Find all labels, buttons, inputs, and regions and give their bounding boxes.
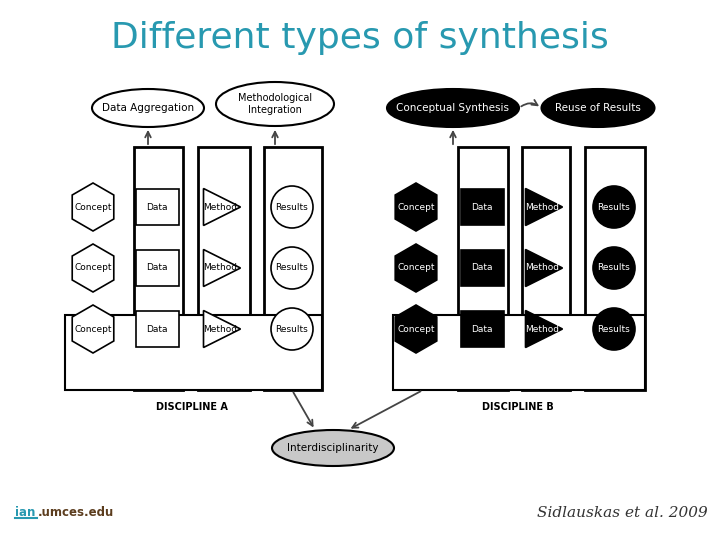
Text: Method: Method <box>525 325 559 334</box>
Polygon shape <box>72 244 114 292</box>
Text: Data: Data <box>472 325 492 334</box>
Bar <box>65 315 322 390</box>
Text: Results: Results <box>276 264 308 273</box>
Text: Results: Results <box>276 202 308 212</box>
Bar <box>522 147 570 390</box>
Bar <box>585 147 645 390</box>
Polygon shape <box>526 188 562 226</box>
Text: Data: Data <box>146 325 168 334</box>
Polygon shape <box>204 310 240 348</box>
Text: Results: Results <box>598 264 631 273</box>
Text: Sidlauskas et al. 2009: Sidlauskas et al. 2009 <box>537 506 708 520</box>
Text: Concept: Concept <box>74 325 112 334</box>
Circle shape <box>271 308 313 350</box>
Text: Method: Method <box>203 325 237 334</box>
Polygon shape <box>204 188 240 226</box>
Circle shape <box>593 247 635 289</box>
Polygon shape <box>526 310 562 348</box>
Bar <box>461 250 503 286</box>
Text: Method: Method <box>525 264 559 273</box>
Ellipse shape <box>92 89 204 127</box>
Polygon shape <box>395 244 437 292</box>
Text: Data: Data <box>472 202 492 212</box>
Text: Conceptual Synthesis: Conceptual Synthesis <box>397 103 510 113</box>
Text: Concept: Concept <box>397 325 435 334</box>
Ellipse shape <box>216 82 334 126</box>
Text: .umces.edu: .umces.edu <box>38 507 114 519</box>
Ellipse shape <box>541 89 654 127</box>
Polygon shape <box>72 305 114 353</box>
Circle shape <box>271 247 313 289</box>
Bar <box>135 311 179 347</box>
Bar <box>198 147 250 390</box>
Bar <box>461 311 503 347</box>
Text: Interdisciplinarity: Interdisciplinarity <box>287 443 379 453</box>
Bar <box>461 189 503 225</box>
Text: Concept: Concept <box>397 264 435 273</box>
Bar <box>134 147 183 390</box>
Text: DISCIPLINE A: DISCIPLINE A <box>156 402 228 412</box>
Text: Results: Results <box>598 202 631 212</box>
Text: Reuse of Results: Reuse of Results <box>555 103 641 113</box>
Bar <box>264 147 322 390</box>
Text: ian: ian <box>15 507 35 519</box>
Text: Concept: Concept <box>74 264 112 273</box>
Polygon shape <box>395 183 437 231</box>
Text: Different types of synthesis: Different types of synthesis <box>111 21 609 55</box>
Text: Concept: Concept <box>397 202 435 212</box>
Text: Method: Method <box>525 202 559 212</box>
Bar <box>135 250 179 286</box>
Text: Method: Method <box>203 202 237 212</box>
Text: Method: Method <box>203 264 237 273</box>
Polygon shape <box>395 305 437 353</box>
Circle shape <box>271 186 313 228</box>
Polygon shape <box>72 183 114 231</box>
Ellipse shape <box>272 430 394 466</box>
Polygon shape <box>204 249 240 287</box>
Text: Data: Data <box>472 264 492 273</box>
Text: Data: Data <box>146 202 168 212</box>
Ellipse shape <box>387 89 519 127</box>
Bar <box>458 147 508 390</box>
Circle shape <box>593 308 635 350</box>
Text: Data Aggregation: Data Aggregation <box>102 103 194 113</box>
Text: DISCIPLINE B: DISCIPLINE B <box>482 402 554 412</box>
Bar <box>393 315 645 390</box>
Bar <box>135 189 179 225</box>
Text: Methodological
Integration: Methodological Integration <box>238 93 312 115</box>
Text: Concept: Concept <box>74 202 112 212</box>
Polygon shape <box>526 249 562 287</box>
Text: Results: Results <box>276 325 308 334</box>
Text: Data: Data <box>146 264 168 273</box>
Circle shape <box>593 186 635 228</box>
Text: Results: Results <box>598 325 631 334</box>
